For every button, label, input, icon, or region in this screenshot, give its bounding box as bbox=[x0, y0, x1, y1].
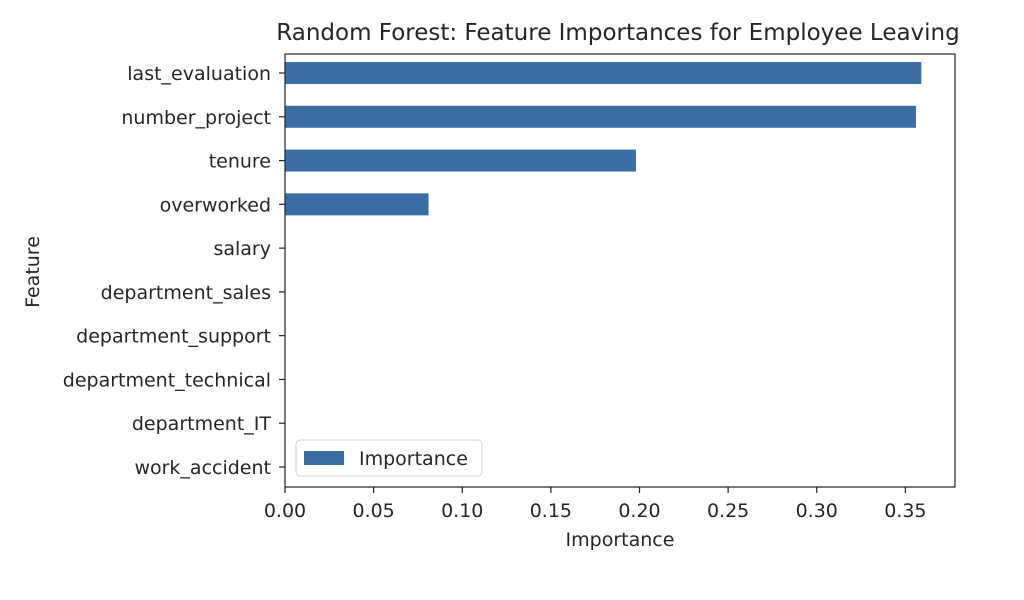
y-tick-label: number_project bbox=[121, 107, 271, 129]
legend: Importance bbox=[295, 439, 483, 477]
x-tick-label: 0.35 bbox=[884, 500, 926, 522]
x-tick-label: 0.05 bbox=[352, 500, 394, 522]
x-axis-label: Importance bbox=[566, 529, 675, 551]
x-tick-label: 0.10 bbox=[441, 500, 483, 522]
y-tick-label: overworked bbox=[160, 194, 271, 216]
x-tick-label: 0.15 bbox=[530, 500, 572, 522]
y-tick-label: last_evaluation bbox=[127, 63, 271, 85]
x-tick-label: 0.30 bbox=[796, 500, 838, 522]
bar-tenure bbox=[285, 149, 636, 172]
y-tick-label: department_IT bbox=[132, 413, 272, 435]
y-tick-label: tenure bbox=[209, 151, 271, 173]
y-tick-label: salary bbox=[213, 238, 271, 260]
legend-box bbox=[295, 439, 483, 477]
legend-label: Importance bbox=[359, 448, 468, 470]
y-tick-label: department_support bbox=[76, 326, 271, 348]
bar-overworked bbox=[285, 193, 429, 216]
x-axis-ticks: 0.00 0.05 0.10 0.15 0.20 0.25 0.30 0.35 bbox=[264, 487, 927, 522]
x-tick-label: 0.25 bbox=[707, 500, 749, 522]
chart-title: Random Forest: Feature Importances for E… bbox=[276, 20, 960, 46]
bars bbox=[285, 62, 922, 216]
x-tick-label: 0.20 bbox=[618, 500, 660, 522]
bar-last_evaluation bbox=[285, 62, 922, 84]
bar-number_project bbox=[285, 105, 917, 128]
y-tick-label: department_technical bbox=[63, 369, 271, 391]
legend-swatch bbox=[304, 451, 344, 465]
y-tick-label: department_sales bbox=[101, 282, 271, 304]
x-tick-label: 0.00 bbox=[264, 500, 306, 522]
plot-frame bbox=[284, 53, 956, 488]
y-axis-label: Feature bbox=[22, 236, 44, 308]
y-tick-label: work_accident bbox=[134, 457, 271, 479]
